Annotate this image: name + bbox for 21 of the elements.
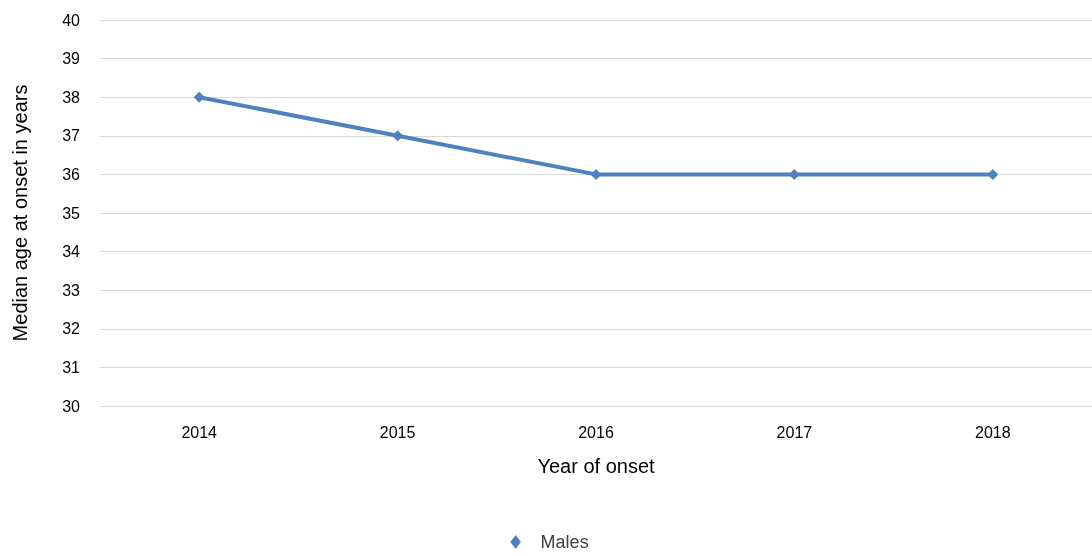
y-tick-label: 40 (62, 11, 81, 29)
x-axis-title: Year of onset (537, 455, 655, 477)
x-tick-label: 2018 (975, 423, 1011, 441)
y-tick-label: 33 (62, 281, 81, 299)
y-tick-label: 37 (62, 127, 81, 145)
y-tick-label: 36 (62, 165, 81, 183)
point (193, 91, 205, 103)
x-tick-label: 2017 (776, 423, 813, 441)
y-tick-label: 38 (62, 88, 81, 106)
y-tick-label: 39 (62, 50, 81, 68)
point (392, 130, 404, 142)
x-tick-label: 2014 (181, 423, 218, 441)
legend-label: Males (540, 532, 589, 552)
x-tick-label: 2015 (379, 423, 416, 441)
y-tick-label: 31 (62, 358, 81, 376)
x-tick-label: 2016 (578, 423, 614, 441)
y-tick-label: 30 (62, 397, 81, 415)
y-axis-title: Median age at onset in years (9, 84, 31, 342)
y-tick-label: 34 (62, 243, 81, 261)
y-tick-label: 32 (62, 320, 81, 338)
y-tick-label: 35 (62, 204, 81, 222)
